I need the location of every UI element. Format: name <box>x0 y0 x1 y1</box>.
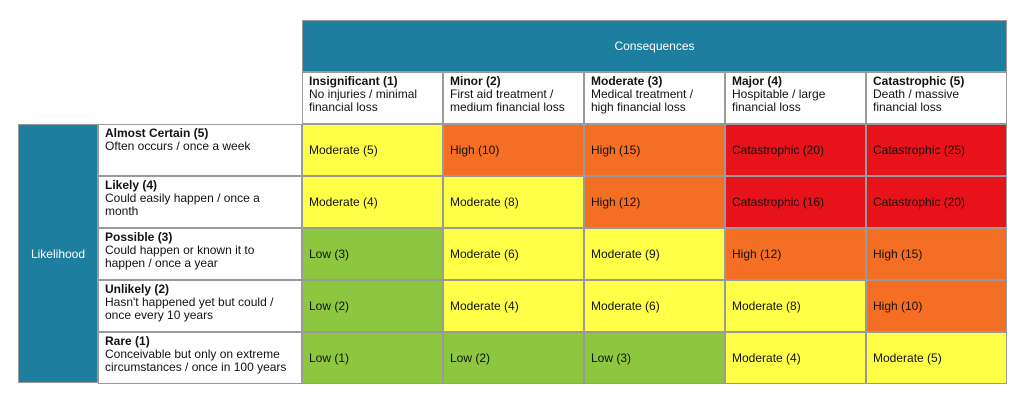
risk-cell: Moderate (4) <box>302 176 443 228</box>
likelihood-label: Likelihood <box>30 246 86 261</box>
column-description: Medical treatment / high financial loss <box>591 87 694 114</box>
risk-cell: Low (3) <box>584 332 725 384</box>
row-title: Rare (1) <box>105 334 150 348</box>
risk-cell: Moderate (5) <box>866 332 1007 384</box>
risk-level: Moderate (5) <box>873 351 942 365</box>
risk-level: High (15) <box>873 247 923 261</box>
risk-level: Moderate (8) <box>450 195 519 209</box>
risk-level: High (15) <box>591 143 641 157</box>
row-title: Likely (4) <box>105 178 158 192</box>
risk-level: Catastrophic (20) <box>873 195 966 209</box>
column-header: Catastrophic (5) Death / massive financia… <box>866 72 1007 124</box>
risk-level: High (12) <box>732 247 782 261</box>
risk-level: Low (2) <box>309 299 350 313</box>
row-description: Could easily happen / once a month <box>105 191 260 218</box>
risk-cell: Catastrophic (16) <box>725 176 866 228</box>
column-title: Moderate (3) <box>591 74 663 88</box>
row-header: Rare (1) Conceivable but only on extreme … <box>98 332 302 384</box>
risk-level: Moderate (8) <box>732 299 801 313</box>
risk-level: Moderate (4) <box>450 299 519 313</box>
row-title: Possible (3) <box>105 230 173 244</box>
risk-cell: Low (2) <box>443 332 584 384</box>
row-title: Almost Certain (5) <box>105 126 209 140</box>
row-header: Unlikely (2) Hasn't happened yet but coul… <box>98 280 302 332</box>
risk-level: Moderate (6) <box>450 247 519 261</box>
column-header: Minor (2) First aid treatment / medium fi… <box>443 72 584 124</box>
row-header: Likely (4) Could easily happen / once a m… <box>98 176 302 228</box>
column-description: No injuries / minimal financial loss <box>309 87 418 114</box>
risk-level: Moderate (6) <box>591 299 660 313</box>
column-description: Death / massive financial loss <box>873 87 960 114</box>
column-description: First aid treatment / medium financial l… <box>450 87 565 114</box>
column-title: Insignificant (1) <box>309 74 398 88</box>
column-description: Hospitable / large financial loss <box>732 87 826 114</box>
column-title: Major (4) <box>732 74 783 88</box>
risk-cell: Moderate (6) <box>584 280 725 332</box>
risk-cell: High (15) <box>866 228 1007 280</box>
risk-cell: Low (3) <box>302 228 443 280</box>
risk-cell: Moderate (8) <box>443 176 584 228</box>
risk-cell: Moderate (9) <box>584 228 725 280</box>
risk-level: High (10) <box>450 143 500 157</box>
row-description: Often occurs / once a week <box>105 139 251 153</box>
risk-cell: Low (1) <box>302 332 443 384</box>
risk-level: Catastrophic (25) <box>873 143 966 157</box>
risk-cell: High (10) <box>866 280 1007 332</box>
risk-level: Low (1) <box>309 351 350 365</box>
risk-cell: Moderate (4) <box>443 280 584 332</box>
risk-cell: Moderate (4) <box>725 332 866 384</box>
row-header: Possible (3) Could happen or known it to … <box>98 228 302 280</box>
risk-cell: Moderate (6) <box>443 228 584 280</box>
risk-cell: High (15) <box>584 124 725 176</box>
risk-cell: Catastrophic (20) <box>866 176 1007 228</box>
risk-level: Low (3) <box>309 247 350 261</box>
risk-level: Catastrophic (20) <box>732 143 825 157</box>
column-header: Moderate (3) Medical treatment / high fin… <box>584 72 725 124</box>
risk-level: High (10) <box>873 299 923 313</box>
risk-level: Low (2) <box>450 351 491 365</box>
risk-cell: High (12) <box>584 176 725 228</box>
risk-cell: High (12) <box>725 228 866 280</box>
risk-cell: High (10) <box>443 124 584 176</box>
column-title: Minor (2) <box>450 74 501 88</box>
risk-level: High (12) <box>591 195 641 209</box>
risk-level: Moderate (4) <box>309 195 378 209</box>
row-header: Almost Certain (5) Often occurs / once a … <box>98 124 302 176</box>
row-description: Hasn't happened yet but could / once eve… <box>105 295 274 322</box>
risk-level: Moderate (5) <box>309 143 378 157</box>
column-title: Catastrophic (5) <box>873 74 965 88</box>
consequences-header: Consequences <box>302 20 1007 72</box>
risk-level: Low (3) <box>591 351 632 365</box>
likelihood-header: Likelihood <box>18 124 98 383</box>
row-description: Could happen or known it to happen / onc… <box>105 243 255 270</box>
risk-cell: Moderate (8) <box>725 280 866 332</box>
risk-level: Moderate (9) <box>591 247 660 261</box>
row-description: Conceivable but only on extreme circumst… <box>105 347 287 374</box>
risk-cell: Catastrophic (20) <box>725 124 866 176</box>
row-title: Unlikely (2) <box>105 282 170 296</box>
risk-level: Moderate (4) <box>732 351 801 365</box>
consequences-label: Consequences <box>614 39 695 53</box>
risk-level: Catastrophic (16) <box>732 195 825 209</box>
column-header: Insignificant (1) No injuries / minimal f… <box>302 72 443 124</box>
risk-cell: Catastrophic (25) <box>866 124 1007 176</box>
risk-cell: Moderate (5) <box>302 124 443 176</box>
column-header: Major (4) Hospitable / large financial lo… <box>725 72 866 124</box>
risk-cell: Low (2) <box>302 280 443 332</box>
